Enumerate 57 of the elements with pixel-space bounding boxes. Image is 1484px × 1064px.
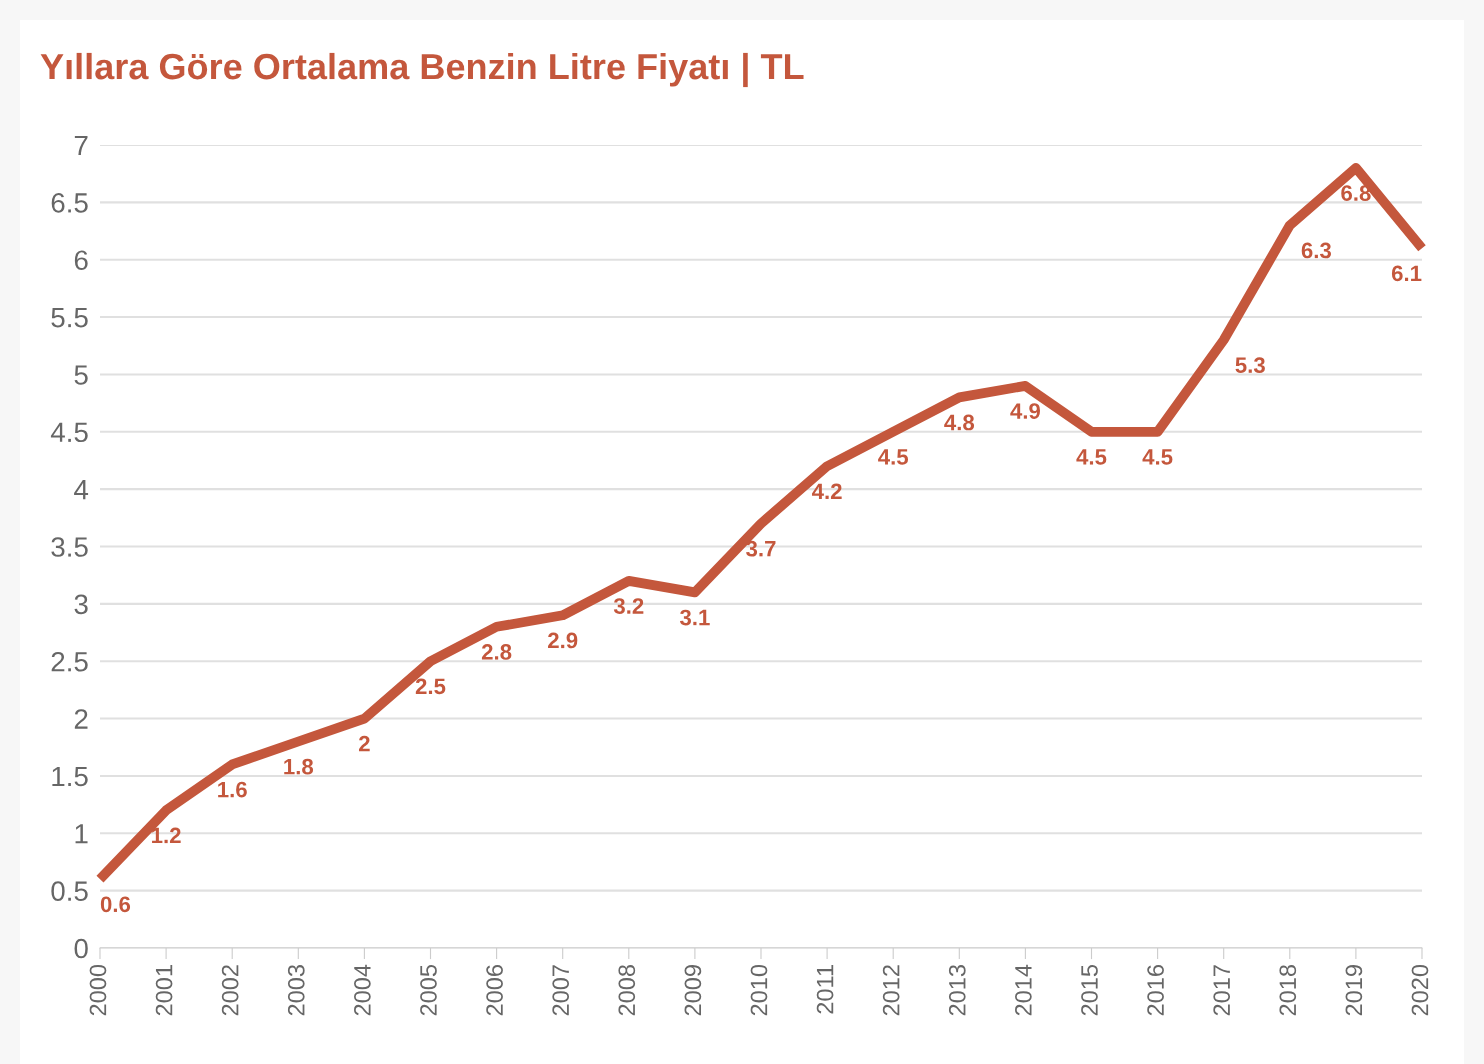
data-label: 6.3 — [1301, 242, 1331, 259]
data-label: 1.2 — [152, 827, 181, 844]
y-tick-label: 0 — [74, 938, 88, 959]
data-label: 6.1 — [1391, 265, 1422, 282]
x-tick-label: 2008 — [618, 964, 636, 1016]
y-tick-label: 1.5 — [52, 766, 88, 787]
x-tick-label: 2007 — [552, 965, 570, 1016]
data-label: 4.8 — [944, 414, 975, 431]
data-label: 3.7 — [746, 540, 776, 557]
x-tick-label: 2003 — [287, 965, 305, 1016]
x-tick-label: 2005 — [420, 964, 437, 1016]
x-tick-label: 2009 — [684, 965, 702, 1016]
y-tick-label: 5 — [74, 365, 88, 385]
data-label: 1.6 — [218, 781, 247, 798]
x-tick-label: 2017 — [1213, 965, 1231, 1016]
data-label: 5.3 — [1235, 357, 1265, 374]
y-tick-label: 5.5 — [51, 308, 88, 328]
x-tick-label: 2011 — [816, 965, 834, 1014]
data-label: 4.9 — [1010, 403, 1041, 419]
x-tick-label: 2015 — [1081, 964, 1098, 1016]
data-label: 3.2 — [613, 598, 644, 614]
x-tick-label: 2006 — [486, 965, 503, 1016]
data-label: 2 — [358, 735, 370, 752]
y-tick-label: 4.5 — [50, 422, 88, 443]
x-tick-label: 2010 — [750, 964, 768, 1016]
data-label: 4.5 — [1142, 449, 1173, 465]
data-label: 0.6 — [100, 896, 131, 913]
y-tick-label: 1 — [75, 824, 88, 844]
y-tick-label: 0.5 — [51, 881, 88, 901]
data-label: 3.1 — [679, 609, 710, 626]
data-label: 4.5 — [1076, 449, 1107, 465]
data-label: 1.8 — [284, 758, 314, 775]
x-tick-label: 2013 — [948, 965, 966, 1016]
x-tick-label: 2019 — [1345, 965, 1363, 1016]
y-tick-label: 3 — [74, 594, 88, 615]
chart-title: Yıllara Göre Ortalama Benzin Litre Fiyatı | TL — [40, 52, 804, 88]
y-tick-label: 6.5 — [51, 193, 88, 213]
x-tick-label: 2020 — [1411, 964, 1429, 1016]
y-tick-label: 7 — [74, 135, 88, 156]
data-label: 2.8 — [481, 644, 512, 660]
x-tick-label: 2014 — [1015, 964, 1032, 1016]
data-label: 4.2 — [811, 483, 842, 499]
y-tick-label: 3.5 — [51, 537, 88, 557]
x-tick-label: 2018 — [1279, 964, 1297, 1016]
y-tick-label: 6 — [74, 250, 88, 271]
data-label: 4.5 — [878, 449, 909, 465]
x-tick-label: 2004 — [354, 964, 371, 1016]
x-tick-label: 2002 — [221, 965, 239, 1016]
y-tick-label: 2.5 — [51, 651, 88, 672]
x-tick-label: 2000 — [89, 964, 107, 1016]
y-tick-label: 2 — [74, 709, 88, 729]
x-tick-label: 2012 — [882, 965, 900, 1016]
x-tick-label: 2001 — [155, 965, 173, 1016]
data-label: 2.5 — [415, 678, 446, 695]
data-label: 2.9 — [548, 632, 578, 649]
x-tick-label: 2016 — [1147, 965, 1164, 1016]
y-tick-label: 4 — [74, 480, 89, 500]
